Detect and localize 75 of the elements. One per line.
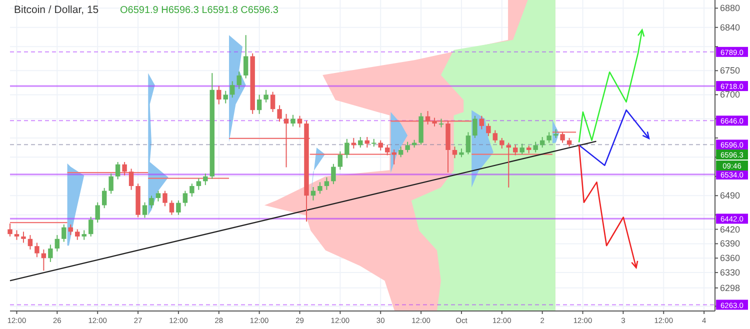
candlestick — [277, 104, 282, 122]
y-tick-label: 6490 — [720, 190, 740, 201]
candlestick — [486, 123, 491, 137]
candlestick — [546, 132, 552, 144]
candlestick — [196, 178, 202, 190]
candlestick — [358, 136, 363, 148]
candlestick — [466, 132, 471, 155]
text: O6591.9 H6596.3 L6591.8 C6596.3 — [120, 5, 279, 16]
candlestick — [142, 202, 148, 218]
candlestick — [472, 115, 478, 138]
candlestick — [236, 71, 242, 90]
candlestick — [506, 142, 511, 188]
candlestick — [270, 91, 276, 112]
candlestick — [82, 230, 86, 240]
candlestick — [405, 141, 410, 153]
candlestick — [452, 146, 458, 159]
candlestick — [122, 161, 127, 176]
candlestick — [14, 230, 20, 240]
candlestick — [169, 200, 174, 216]
candlestick — [95, 202, 100, 224]
candlestick — [324, 176, 330, 190]
candlestick — [230, 80, 235, 98]
candlestick — [115, 161, 120, 180]
candlestick — [284, 113, 289, 168]
candlestick — [108, 173, 114, 194]
y-tick-label: 6360 — [720, 253, 740, 264]
candlestick — [243, 34, 248, 79]
candlestick — [21, 231, 26, 244]
candlestick — [398, 146, 404, 158]
candlestick — [264, 89, 268, 103]
candlestick — [54, 234, 60, 252]
candlestick — [392, 148, 396, 165]
candlestick — [28, 234, 33, 250]
candlestick — [182, 190, 188, 207]
candlestick — [520, 143, 524, 155]
candlestick — [102, 187, 107, 209]
y-tick-label: 6750 — [720, 66, 740, 76]
candlestick — [500, 137, 504, 150]
candlestick — [318, 182, 322, 194]
y-tick-label: 6390 — [720, 238, 740, 249]
candlestick — [88, 216, 94, 237]
candlestick — [128, 168, 134, 190]
candlestick — [479, 115, 484, 130]
candlestick — [48, 244, 53, 262]
y-tick-label: 6298 — [720, 282, 740, 293]
candlestick — [256, 94, 262, 114]
candlestick — [560, 132, 565, 144]
chart-title: Bitcoin / Dollar, 15 — [14, 4, 99, 16]
candlestick — [297, 115, 302, 128]
y-tick-label: 6840 — [720, 22, 740, 32]
candlestick — [162, 190, 168, 207]
candlestick — [331, 163, 336, 185]
candlestick — [533, 141, 538, 153]
candlestick — [190, 183, 194, 198]
candlestick — [34, 242, 40, 258]
y-tick-label: 6420 — [720, 224, 740, 234]
y-tick-label: 6700 — [720, 90, 740, 100]
candlestick — [8, 223, 12, 237]
candlestick — [176, 200, 181, 216]
candlestick — [492, 130, 498, 144]
candlestick — [75, 228, 80, 240]
candlestick — [62, 224, 66, 242]
candlestick — [203, 173, 208, 186]
candlestick — [156, 190, 161, 202]
y-tick-label: 6880 — [720, 3, 740, 14]
candlestick — [344, 138, 350, 159]
candlestick — [149, 195, 154, 209]
candlestick — [513, 144, 518, 156]
y-tick-label: 6330 — [720, 268, 740, 278]
candlestick — [290, 114, 296, 127]
candlestick — [223, 90, 228, 104]
candlestick — [384, 144, 390, 156]
candlestick — [216, 86, 222, 105]
candlestick — [338, 150, 343, 170]
candlestick — [438, 118, 444, 128]
